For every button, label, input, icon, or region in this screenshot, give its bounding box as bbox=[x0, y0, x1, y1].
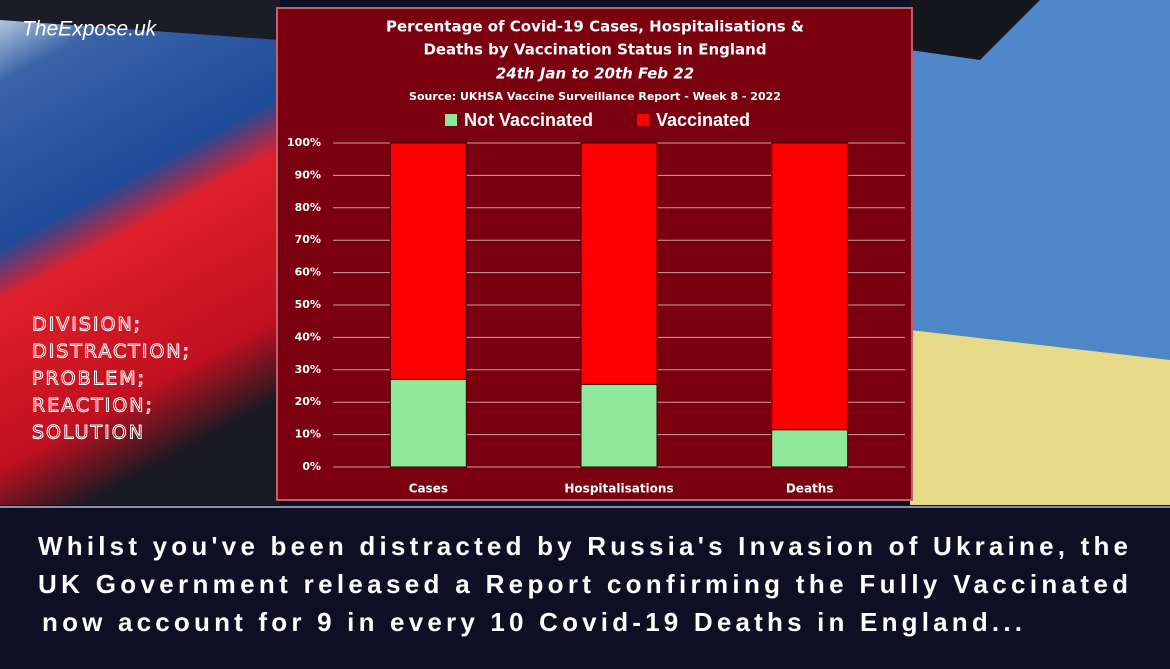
y-tick-label: 20% bbox=[295, 395, 321, 408]
ukraine-yellow bbox=[910, 330, 1170, 505]
y-tick-label: 40% bbox=[295, 330, 321, 343]
watermark: TheExpose.uk bbox=[22, 18, 158, 41]
chart-source: Source: UKHSA Vaccine Surveillance Repor… bbox=[409, 90, 781, 103]
caption-line: UK Government released a Report confirmi… bbox=[38, 569, 1128, 599]
y-tick-label: 100% bbox=[287, 136, 321, 149]
caption-line: Whilst you've been distracted by Russia'… bbox=[38, 531, 1128, 561]
y-tick-label: 50% bbox=[295, 298, 321, 311]
flag-shadow bbox=[910, 0, 1040, 60]
legend-label: Not Vaccinated bbox=[464, 110, 593, 130]
chart-subtitle: 24th Jan to 20th Feb 22 bbox=[496, 65, 694, 83]
caption: Whilst you've been distracted by Russia'… bbox=[38, 531, 1128, 637]
chart: Percentage of Covid-19 Cases, Hospitalis… bbox=[287, 18, 905, 496]
slogan-line: DISTRACTION; bbox=[32, 341, 191, 363]
x-tick-label: Hospitalisations bbox=[564, 482, 673, 496]
slogan: DIVISION; DISTRACTION; PROBLEM; REACTION; SO… bbox=[32, 313, 191, 444]
slogan-line: DIVISION; bbox=[32, 314, 142, 336]
x-tick-label: Cases bbox=[409, 482, 448, 496]
slogan-line: SOLUTION bbox=[32, 422, 145, 444]
bar-segment bbox=[389, 142, 467, 381]
slogan-line: REACTION; bbox=[32, 395, 154, 417]
bar-segment bbox=[771, 429, 849, 468]
y-tick-label: 90% bbox=[295, 168, 321, 181]
chart-title: Percentage of Covid-19 Cases, Hospitalis… bbox=[386, 18, 804, 36]
chart-title: Deaths by Vaccination Status in England bbox=[423, 41, 766, 59]
y-tick-label: 0% bbox=[302, 460, 321, 473]
flag-shadow bbox=[0, 0, 280, 40]
legend-label: Vaccinated bbox=[656, 110, 750, 130]
bar-segment bbox=[580, 383, 658, 468]
caption-line: now account for 9 in every 10 Covid-19 D… bbox=[42, 607, 1022, 637]
legend-swatch bbox=[445, 114, 457, 126]
y-tick-label: 80% bbox=[295, 201, 321, 214]
y-tick-label: 60% bbox=[295, 266, 321, 279]
y-tick-label: 70% bbox=[295, 233, 321, 246]
bar-segment bbox=[389, 379, 467, 468]
y-tick-label: 30% bbox=[295, 363, 321, 376]
caption-band bbox=[0, 505, 1170, 669]
slogan-line: PROBLEM; bbox=[32, 368, 146, 390]
bar-segment bbox=[771, 142, 849, 431]
legend-swatch bbox=[637, 114, 649, 126]
x-tick-label: Deaths bbox=[786, 482, 834, 496]
y-tick-label: 10% bbox=[295, 428, 321, 441]
bar-segment bbox=[580, 142, 658, 385]
russian-flag bbox=[0, 0, 280, 505]
